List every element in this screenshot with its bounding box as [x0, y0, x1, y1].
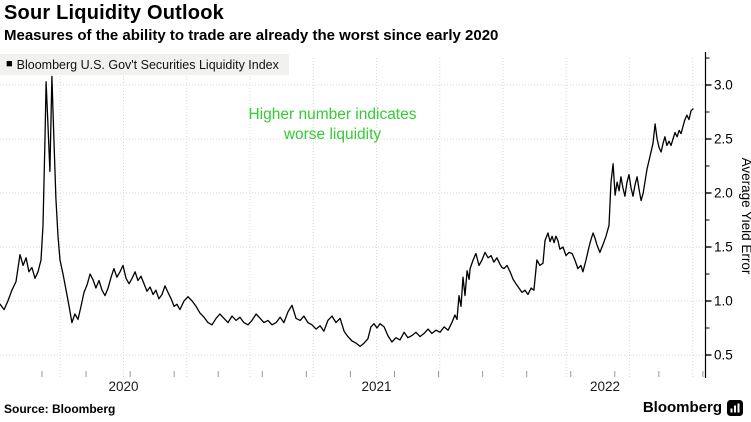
x-year-label: 2020	[108, 379, 138, 394]
bloomberg-terminal-icon	[727, 399, 743, 416]
x-year-label: 2021	[361, 379, 391, 394]
annotation-line-2: worse liquidity	[283, 126, 382, 143]
y-axis-title: Average Yield Error	[739, 158, 751, 275]
source-label: Source: Bloomberg	[4, 402, 116, 416]
annotation-line-1: Higher number indicates	[248, 106, 417, 123]
bloomberg-logo: Bloomberg	[643, 399, 743, 416]
legend-label: Bloomberg U.S. Gov't Securities Liquidit…	[16, 57, 279, 72]
y-tick-label: 2.0	[714, 186, 733, 201]
y-tick-label: 1.5	[714, 240, 733, 255]
chart-title: Sour Liquidity Outlook	[4, 2, 224, 24]
y-tick-label: 0.5	[714, 348, 733, 363]
liquidity-index-line	[0, 75, 694, 348]
annotation: Higher number indicates worse liquidity	[225, 105, 440, 145]
legend-square-icon: ■	[6, 58, 13, 70]
chart-subtitle: Measures of the ability to trade are alr…	[4, 27, 499, 44]
legend: ■ Bloomberg U.S. Gov't Securities Liquid…	[0, 54, 289, 75]
y-tick-label: 2.5	[714, 132, 733, 147]
y-tick-label: 3.0	[714, 78, 733, 93]
y-tick-label: 1.0	[714, 294, 733, 309]
bloomberg-logo-text: Bloomberg	[642, 399, 722, 416]
x-year-label: 2022	[590, 379, 620, 394]
